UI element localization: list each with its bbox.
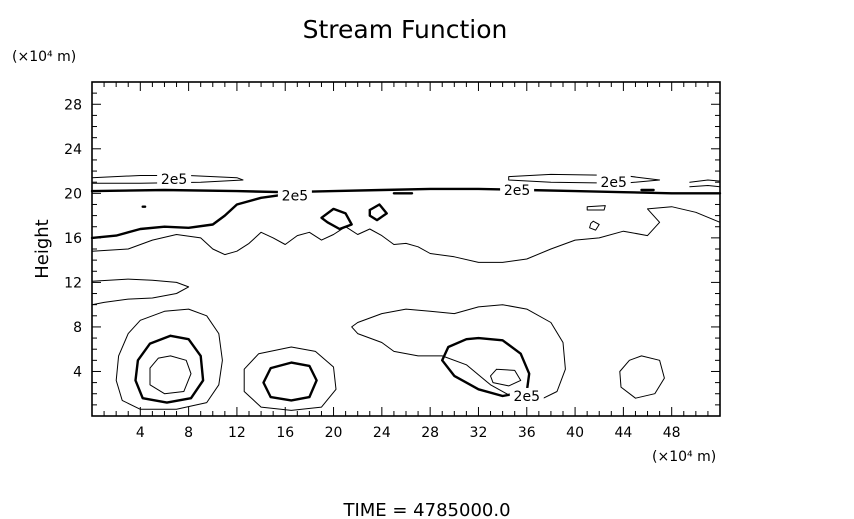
contour-line-11 <box>149 355 192 395</box>
contour-label-bg-3 <box>500 181 535 197</box>
contour-line-5 <box>91 278 190 306</box>
y-tick-label-8: 8 <box>73 320 82 336</box>
x-tick-label-24: 24 <box>373 425 391 441</box>
contour-line-3 <box>90 193 287 240</box>
x-tick-label-48: 48 <box>663 425 681 441</box>
axis-ticks <box>92 82 720 416</box>
contour-label-3: 2e5 <box>504 183 530 199</box>
contour-line-15 <box>320 207 353 231</box>
y-axis-unit-label: (×10⁴ m) <box>12 49 76 65</box>
x-tick-label-32: 32 <box>470 425 488 441</box>
contour-label-4: 2e5 <box>601 175 627 191</box>
plot-frame <box>91 81 721 417</box>
y-tick-label-16: 16 <box>64 231 82 247</box>
contour-line-4 <box>91 206 721 263</box>
contour-line-10 <box>134 334 205 404</box>
contour-line-18 <box>586 205 606 211</box>
contour-label-bg-1 <box>157 170 192 186</box>
x-tick-label-36: 36 <box>518 425 536 441</box>
contour-line-1 <box>91 175 244 184</box>
x-tick-label-20: 20 <box>325 425 343 441</box>
contour-line-14 <box>619 355 665 399</box>
contour-label-bg-2 <box>277 187 312 203</box>
y-axis-tick-labels: 4 8 12 16 20 24 28 <box>64 97 82 380</box>
contour-line-12 <box>243 346 337 411</box>
x-tick-label-16: 16 <box>276 425 294 441</box>
x-tick-label-40: 40 <box>566 425 584 441</box>
contour-label-bg-5 <box>509 387 544 403</box>
x-tick-label-8: 8 <box>184 425 193 441</box>
contour-label-1: 2e5 <box>161 172 187 188</box>
contour-line-9 <box>115 308 223 410</box>
x-tick-label-44: 44 <box>614 425 632 441</box>
contour-line-2 <box>90 187 722 195</box>
y-tick-label-12: 12 <box>64 275 82 291</box>
x-tick-label-28: 28 <box>421 425 439 441</box>
contour-label-2: 2e5 <box>282 189 308 205</box>
contour-line-20 <box>689 179 721 183</box>
x-axis-unit-label: (×10⁴ m) <box>652 449 716 465</box>
y-tick-label-20: 20 <box>64 186 82 202</box>
contour-line-13 <box>262 361 318 402</box>
contour-line-7 <box>441 336 531 398</box>
y-tick-label-4: 4 <box>73 364 82 380</box>
y-tick-label-28: 28 <box>64 97 82 113</box>
contour-label-bg-4 <box>596 174 631 190</box>
contour-line-16 <box>368 203 388 222</box>
contour-line-6 <box>351 304 566 401</box>
contour-label-5: 2e5 <box>514 389 540 405</box>
chart-title: Stream Function <box>303 15 508 44</box>
x-tick-label-4: 4 <box>136 425 145 441</box>
x-axis-tick-labels: 4 8 12 16 20 24 28 32 36 40 44 48 <box>136 425 681 441</box>
y-axis-label: Height <box>32 219 53 279</box>
contour-labels: 2e5 2e5 2e5 2e5 2e5 <box>157 170 631 405</box>
contour-lines <box>90 173 722 411</box>
contour-line-17 <box>589 220 600 231</box>
contour-line-19 <box>508 173 661 184</box>
contour-line-21 <box>689 185 721 188</box>
contour-line-8 <box>490 368 522 387</box>
time-readout: TIME = 4785000.0 <box>342 500 510 519</box>
y-tick-label-24: 24 <box>64 142 82 158</box>
x-tick-label-12: 12 <box>228 425 246 441</box>
